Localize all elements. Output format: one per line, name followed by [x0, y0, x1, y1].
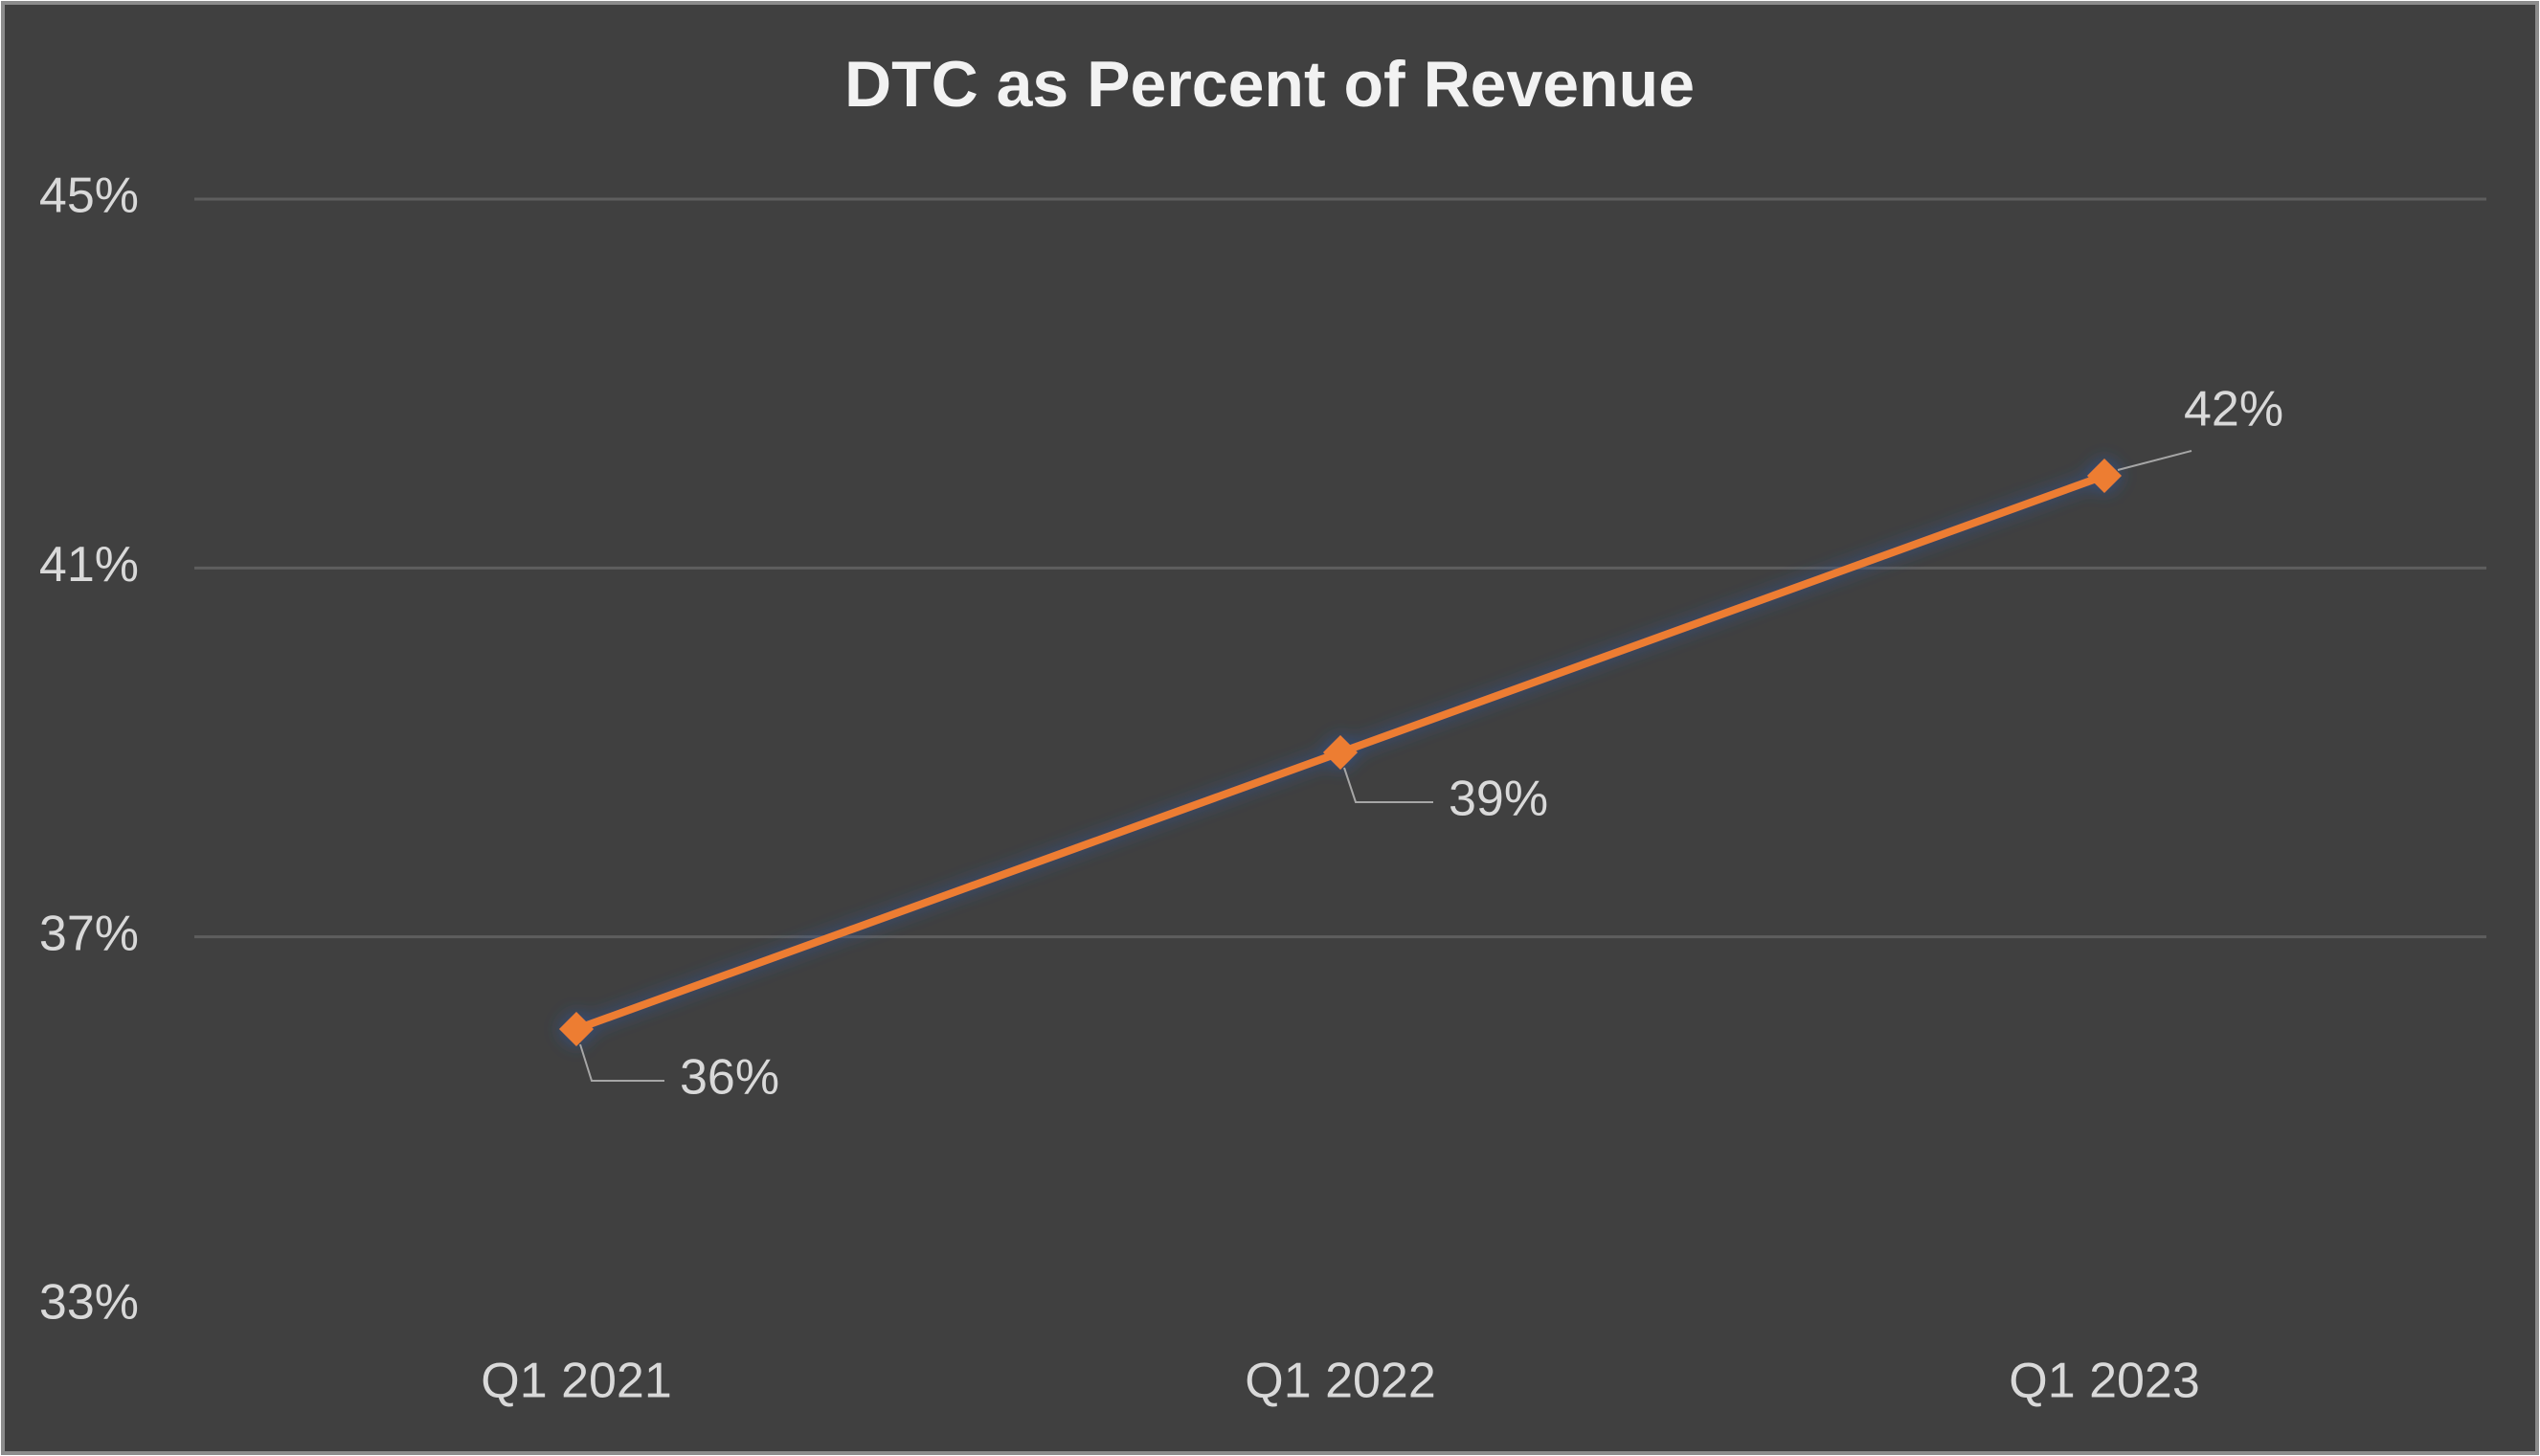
chart-title: DTC as Percent of Revenue — [844, 48, 1695, 121]
x-tick-label: Q1 2022 — [1245, 1354, 1436, 1409]
data-label: 36% — [680, 1050, 779, 1106]
y-tick-label: 37% — [39, 906, 139, 961]
marker — [1323, 735, 1358, 770]
x-tick-label: Q1 2023 — [2009, 1354, 2200, 1409]
leader-line — [579, 1043, 664, 1082]
series — [559, 459, 2122, 1046]
leader-line — [2117, 450, 2192, 471]
data-label: 39% — [1449, 772, 1548, 827]
leader-line — [1343, 767, 1433, 803]
y-tick-label: 33% — [39, 1275, 139, 1331]
y-tick-label: 41% — [39, 537, 139, 593]
marker — [2087, 459, 2122, 493]
marker — [559, 1012, 594, 1046]
data-label: 42% — [2184, 382, 2283, 437]
x-tick-label: Q1 2021 — [481, 1354, 672, 1409]
y-tick-label: 45% — [39, 168, 139, 224]
